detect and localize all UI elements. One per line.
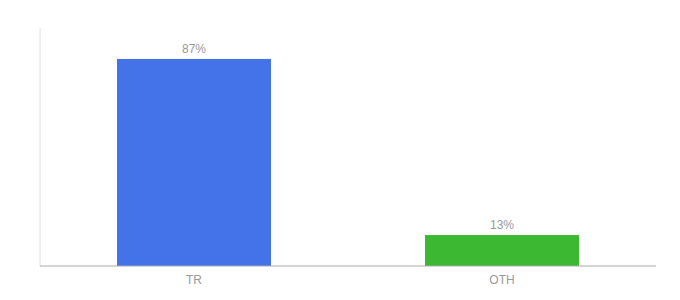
x-tick-label: TR: [186, 273, 202, 287]
y-axis-line: [40, 28, 41, 266]
bar: [425, 235, 579, 266]
x-tick-label: OTH: [489, 273, 514, 287]
chart-container: 87% 13% TR OTH: [0, 0, 680, 300]
data-label: 87%: [182, 42, 206, 56]
page: {"chart_data": {"type": "bar", "categori…: [0, 0, 680, 300]
chart-svg: 87% 13% TR OTH: [0, 0, 680, 300]
bar: [117, 59, 271, 266]
x-axis-line: [40, 266, 656, 267]
data-label: 13%: [490, 218, 514, 232]
bars: [117, 59, 579, 266]
